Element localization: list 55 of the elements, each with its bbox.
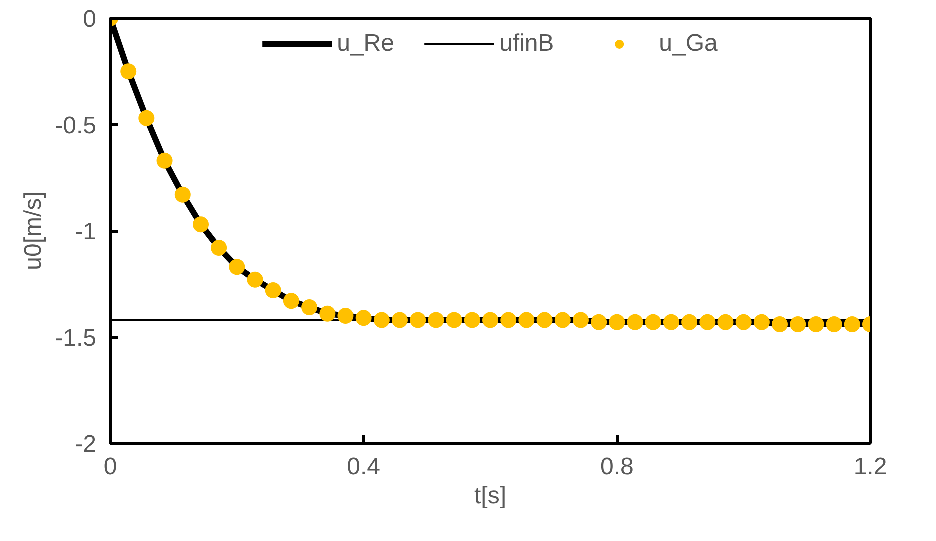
point xyxy=(464,312,480,328)
point xyxy=(374,312,390,328)
point xyxy=(591,314,608,330)
y-tick-label: -2 xyxy=(75,431,97,458)
point xyxy=(247,272,264,288)
point xyxy=(826,316,842,332)
x-tick-label: 0.8 xyxy=(600,454,634,480)
point xyxy=(790,316,806,332)
point xyxy=(320,306,336,322)
point xyxy=(446,312,462,328)
point xyxy=(265,282,282,298)
point xyxy=(808,316,824,332)
x-tick-label: 1.2 xyxy=(854,454,888,480)
point xyxy=(283,293,300,310)
point xyxy=(627,314,644,330)
point xyxy=(338,308,354,324)
point xyxy=(573,312,590,328)
point xyxy=(174,186,191,203)
y-tick-label: -1.5 xyxy=(55,324,97,352)
point xyxy=(554,312,571,328)
point xyxy=(482,312,498,328)
point xyxy=(682,314,698,330)
x-tick-label: 0.4 xyxy=(347,454,381,480)
x-tick-label: 0 xyxy=(104,454,118,480)
point xyxy=(536,312,553,328)
point xyxy=(156,152,173,169)
y-tick-label: 0 xyxy=(83,6,97,33)
point xyxy=(500,312,517,328)
point xyxy=(211,240,228,256)
point xyxy=(410,312,426,328)
point xyxy=(120,64,137,80)
point xyxy=(428,312,444,328)
y-axis-title: u0[m/s] xyxy=(20,192,48,270)
point xyxy=(754,314,770,330)
point xyxy=(392,312,408,328)
point xyxy=(663,314,680,330)
legend-label: ufinB xyxy=(499,30,554,58)
legend-label: u_Re xyxy=(337,30,394,58)
x-axis-title: t[s] xyxy=(474,482,507,510)
point xyxy=(193,216,210,233)
point xyxy=(138,110,155,126)
point xyxy=(718,314,734,330)
point xyxy=(609,314,626,330)
point xyxy=(700,314,716,330)
y-tick-label: -0.5 xyxy=(55,112,97,140)
y-tick-label: -1 xyxy=(75,218,97,246)
point xyxy=(356,310,372,326)
point xyxy=(229,259,246,276)
point xyxy=(518,312,535,328)
point xyxy=(645,314,662,330)
point xyxy=(302,300,318,316)
legend-label: u_Ga xyxy=(659,30,718,58)
point xyxy=(736,314,752,330)
point xyxy=(844,316,860,332)
point xyxy=(772,316,788,332)
